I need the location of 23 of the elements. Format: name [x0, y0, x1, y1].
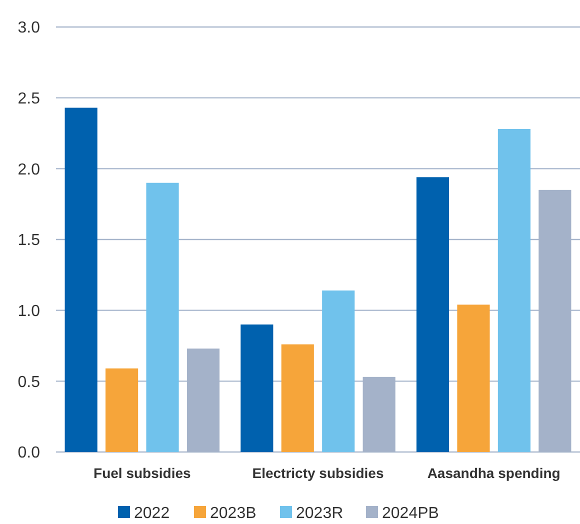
bar — [106, 368, 138, 452]
bar — [322, 290, 355, 452]
y-tick-label: 2.5 — [18, 90, 40, 108]
bar — [240, 324, 274, 452]
legend-label: 2024PB — [382, 505, 439, 522]
bar — [416, 177, 450, 452]
y-tick-label: 1.0 — [18, 302, 40, 320]
bar — [64, 108, 98, 452]
y-tick-label: 1.5 — [18, 232, 40, 250]
y-tick-label: 2.0 — [18, 161, 40, 178]
x-tick-label: Fuel subsidies — [94, 465, 191, 481]
legend-label: 2023B — [210, 505, 256, 522]
y-tick-label: 0.0 — [18, 444, 40, 462]
y-tick-label: 0.5 — [18, 374, 40, 391]
bar — [146, 182, 179, 452]
x-tick-label: Electricty subsidies — [252, 465, 384, 481]
bar — [281, 344, 314, 452]
y-tick-label: 3.0 — [18, 20, 40, 37]
x-tick-label: Aasandha spending — [427, 465, 560, 481]
bar — [498, 129, 530, 452]
legend-label: 2023R — [296, 505, 344, 522]
legend-label: 2022 — [134, 505, 170, 522]
bar — [457, 304, 490, 452]
